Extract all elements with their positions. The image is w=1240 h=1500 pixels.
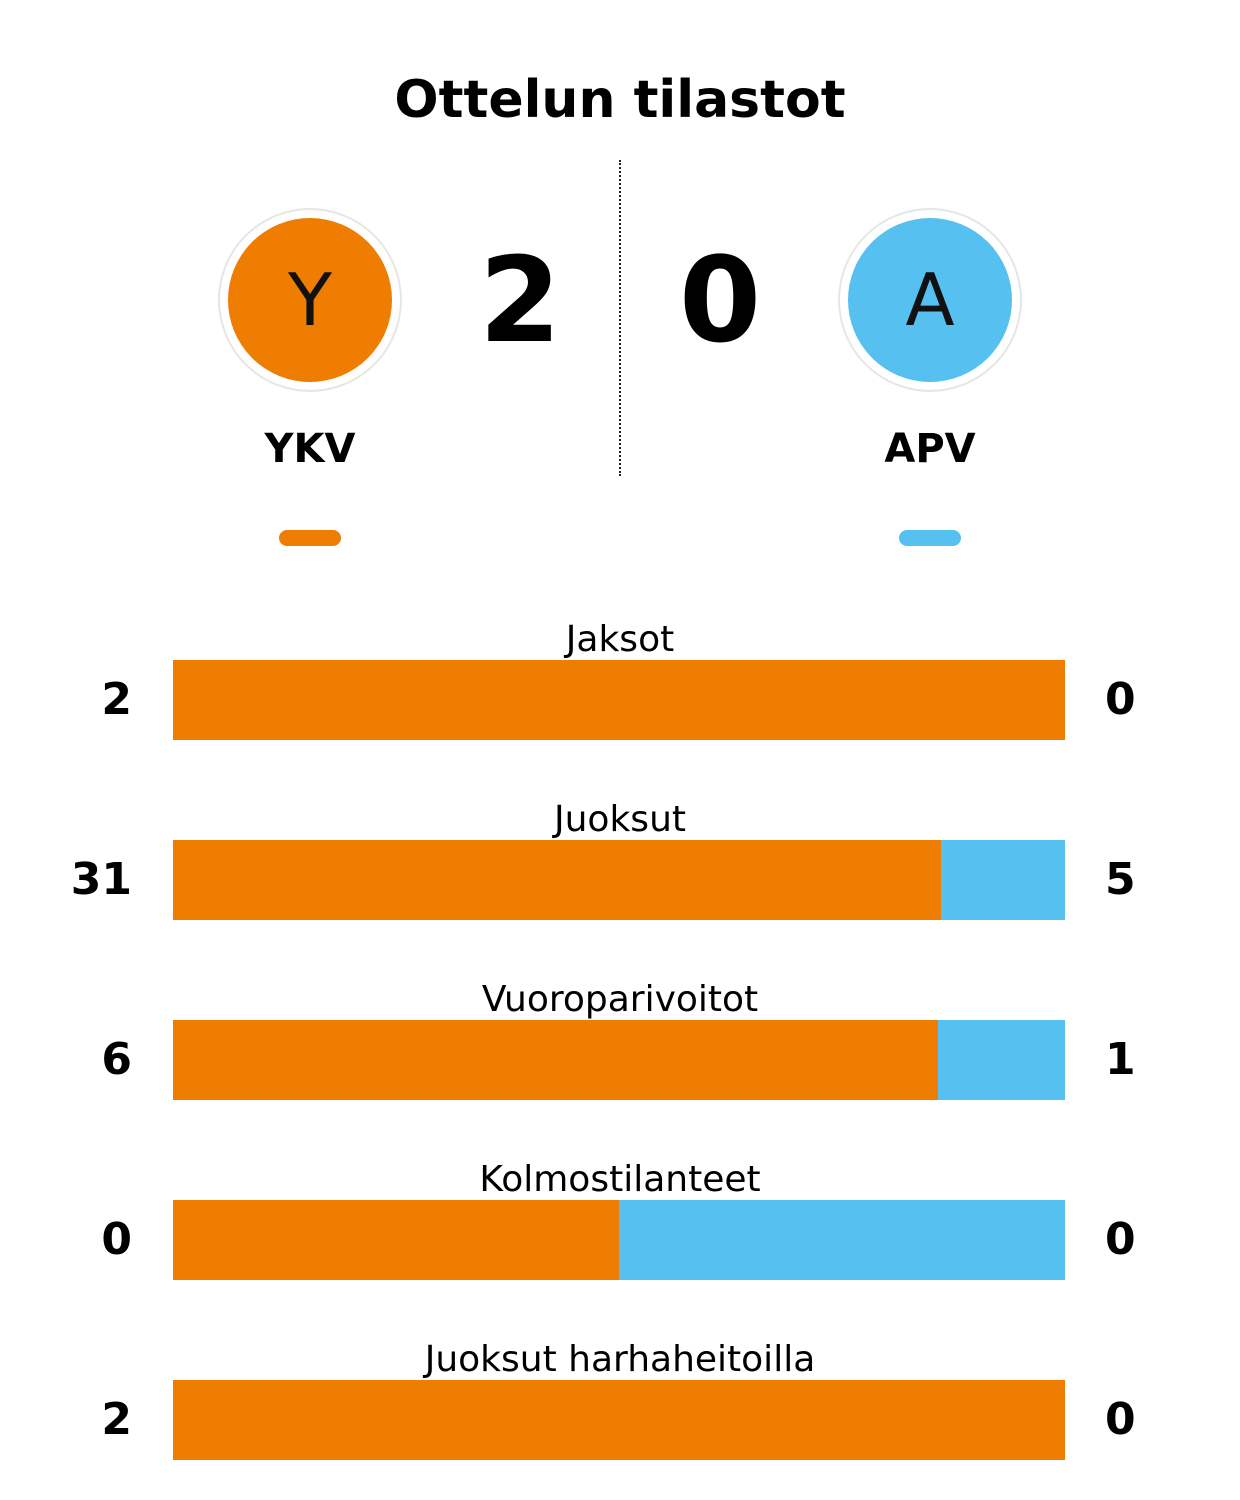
page-title: Ottelun tilastot bbox=[394, 70, 846, 130]
stat-bar bbox=[173, 840, 1065, 920]
stat-bar bbox=[173, 1020, 1065, 1100]
stat-value-home: 31 bbox=[70, 854, 132, 905]
bar-segment-home bbox=[173, 840, 942, 920]
center-divider bbox=[619, 160, 621, 476]
bar-segment-away bbox=[941, 840, 1065, 920]
home-score: 2 bbox=[478, 231, 562, 369]
stat-row: Juoksut harhaheitoilla 2 0 bbox=[0, 1320, 1240, 1500]
bar-segment-home bbox=[173, 1200, 619, 1280]
stat-value-home: 6 bbox=[101, 1034, 132, 1085]
bar-segment-home bbox=[173, 1380, 1065, 1460]
stat-value-home: 2 bbox=[101, 1394, 132, 1445]
stat-value-away: 0 bbox=[1105, 1394, 1136, 1445]
away-team-logo: A bbox=[838, 208, 1022, 392]
stat-bar bbox=[173, 1200, 1065, 1280]
bar-segment-home bbox=[173, 1020, 938, 1100]
stat-value-away: 5 bbox=[1105, 854, 1136, 905]
home-team-logo: Y bbox=[218, 208, 402, 392]
away-color-legend bbox=[899, 530, 961, 546]
away-logo-letter: A bbox=[848, 218, 1012, 382]
stat-row: Kolmostilanteet 0 0 bbox=[0, 1140, 1240, 1320]
stat-label: Kolmostilanteet bbox=[479, 1159, 761, 1200]
away-team-name: APV bbox=[884, 426, 976, 472]
stat-value-away: 1 bbox=[1105, 1034, 1136, 1085]
stat-label: Vuoroparivoitot bbox=[481, 979, 759, 1020]
stat-value-away: 0 bbox=[1105, 674, 1136, 725]
stat-bar bbox=[173, 660, 1065, 740]
home-color-legend bbox=[279, 530, 341, 546]
stat-label: Juoksut harhaheitoilla bbox=[424, 1339, 816, 1380]
away-score: 0 bbox=[678, 231, 762, 369]
stat-value-home: 0 bbox=[101, 1214, 132, 1265]
bar-segment-home bbox=[173, 660, 1065, 740]
stat-row: Juoksut 31 5 bbox=[0, 780, 1240, 960]
stat-value-home: 2 bbox=[101, 674, 132, 725]
stat-row: Vuoroparivoitot 6 1 bbox=[0, 960, 1240, 1140]
stat-bar bbox=[173, 1380, 1065, 1460]
bar-segment-away bbox=[937, 1020, 1065, 1100]
stat-label: Jaksot bbox=[565, 619, 675, 660]
stat-row: Jaksot 2 0 bbox=[0, 600, 1240, 780]
stat-value-away: 0 bbox=[1105, 1214, 1136, 1265]
stat-label: Juoksut bbox=[554, 799, 686, 840]
home-logo-letter: Y bbox=[228, 218, 392, 382]
home-team-name: YKV bbox=[264, 426, 356, 472]
bar-segment-away bbox=[619, 1200, 1065, 1280]
